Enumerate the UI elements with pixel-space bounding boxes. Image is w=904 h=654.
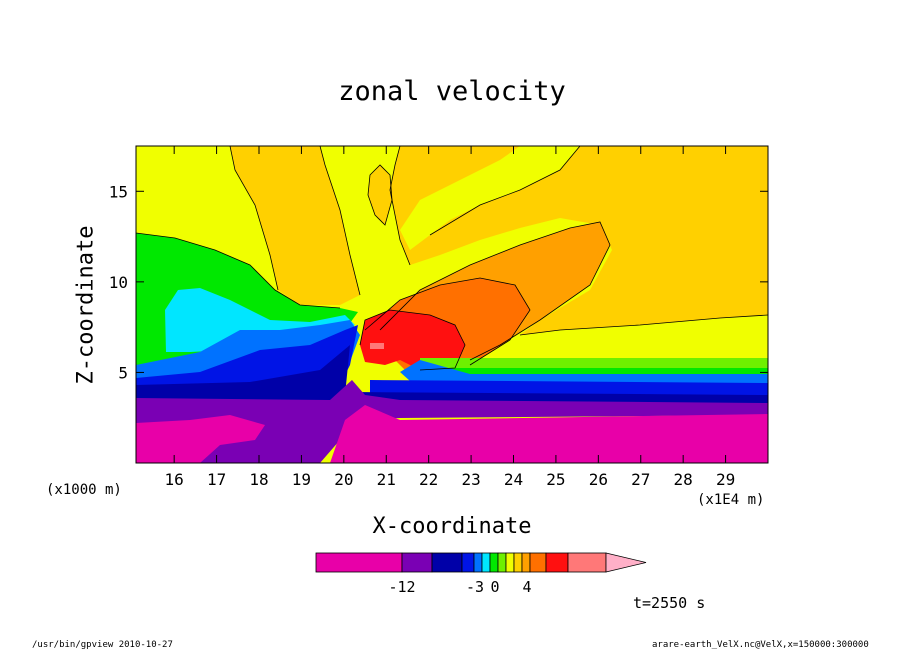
x-tick-label: 19 bbox=[292, 470, 311, 489]
colorbar-swatch bbox=[567, 552, 607, 573]
colorbar-swatch bbox=[545, 552, 569, 573]
region-magenta bbox=[136, 415, 265, 463]
colorbar-swatch bbox=[489, 552, 499, 573]
region-yellow-top-right bbox=[400, 146, 580, 250]
footer-right: arare-earth_VelX.nc@VelX,x=150000:300000 bbox=[652, 640, 869, 650]
y-tick-label: 10 bbox=[109, 273, 128, 292]
region-magenta-right bbox=[330, 405, 768, 463]
colorbar-swatch bbox=[461, 552, 475, 573]
x-unit-label: (x1000 m) bbox=[46, 482, 122, 498]
colorbar-tick-label: 4 bbox=[522, 578, 531, 596]
colorbar-swatch bbox=[431, 552, 463, 573]
x-tick-label: 27 bbox=[631, 470, 650, 489]
region-lightgreen-band bbox=[420, 358, 768, 368]
y-tick-label: 15 bbox=[109, 182, 128, 201]
x-tick-label: 16 bbox=[165, 470, 184, 489]
x-tick-label: 20 bbox=[334, 470, 353, 489]
x-axis-label: X-coordinate bbox=[372, 514, 532, 539]
x-tick-label: 22 bbox=[419, 470, 438, 489]
colorbar-tick-label: 0 bbox=[490, 578, 499, 596]
colorbar-swatch bbox=[401, 552, 433, 573]
colorbar-swatch bbox=[521, 552, 531, 573]
region-blue bbox=[136, 325, 358, 388]
x-tick-label: 17 bbox=[207, 470, 226, 489]
x-tick-label: 29 bbox=[716, 470, 735, 489]
contour-fill bbox=[136, 146, 768, 463]
region-red-core bbox=[360, 310, 465, 370]
x-scale-label: (x1E4 m) bbox=[697, 492, 765, 508]
region-green-band bbox=[420, 368, 768, 376]
region-dark-blue bbox=[136, 345, 350, 405]
region-blue-right bbox=[370, 380, 768, 396]
y-axis-label: Z-coordinate bbox=[73, 225, 99, 385]
y-tick-label: 5 bbox=[118, 363, 128, 382]
plot-frame bbox=[135, 145, 769, 464]
colorbar-swatch bbox=[481, 552, 491, 573]
x-tick-label: 21 bbox=[377, 470, 396, 489]
colorbar-tick-label: -12 bbox=[388, 578, 415, 596]
colorbar-swatch bbox=[513, 552, 523, 573]
region-orange-island bbox=[368, 165, 392, 225]
colorbar-swatch bbox=[315, 552, 403, 573]
region-pink-core bbox=[370, 343, 384, 349]
chart-title: zonal velocity bbox=[338, 76, 566, 107]
colorbar-swatch bbox=[497, 552, 507, 573]
contour-lines bbox=[136, 146, 768, 371]
colorbar-swatch bbox=[473, 552, 483, 573]
x-tick-label: 18 bbox=[249, 470, 268, 489]
footer-left: /usr/bin/gpview 2010-10-27 bbox=[32, 640, 173, 650]
x-tick-label: 28 bbox=[674, 470, 693, 489]
axes: 16 17 18 19 20 21 22 23 24 25 26 27 28 29 5 10 15 bbox=[109, 146, 768, 489]
region-purple bbox=[136, 380, 768, 463]
x-tick-label: 26 bbox=[589, 470, 608, 489]
colorbar-swatch bbox=[529, 552, 547, 573]
x-tick-label: 24 bbox=[504, 470, 523, 489]
colorbar-arrow bbox=[605, 552, 647, 573]
x-tick-label: 23 bbox=[461, 470, 480, 489]
colorbar-tick-label: -3 bbox=[466, 578, 484, 596]
colorbar-swatch bbox=[505, 552, 515, 573]
x-tick-label: 25 bbox=[546, 470, 565, 489]
colorbar: -12 -3 0 4 bbox=[315, 552, 647, 596]
time-label: t=2550 s bbox=[633, 594, 706, 612]
